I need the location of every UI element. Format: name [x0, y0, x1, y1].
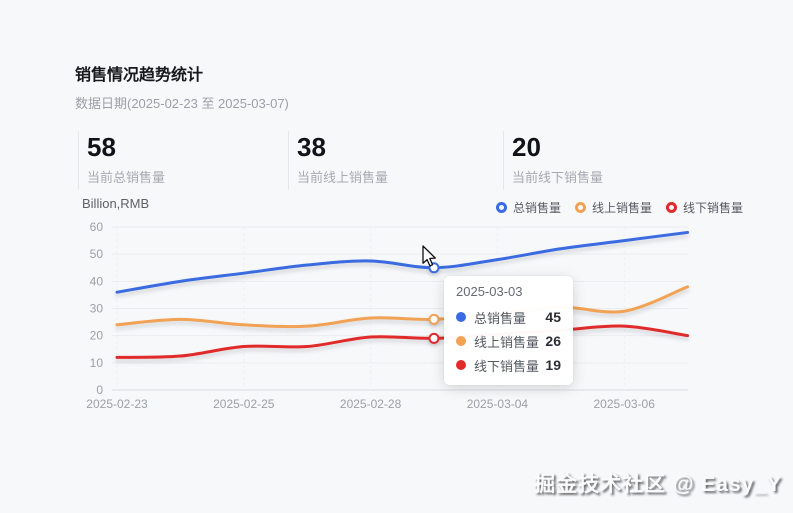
series-dot-icon-total [456, 312, 466, 322]
tooltip-value-total: 45 [545, 309, 561, 325]
svg-text:40: 40 [90, 274, 104, 288]
chart-tooltip: 2025-03-03 总销售量 45 线上销售量 26 线下销售量 19 [444, 276, 573, 385]
legend-ring-icon-online [575, 202, 587, 213]
stat-offline-sales-value: 20 [512, 132, 541, 162]
legend-label-total: 总销售量 [513, 201, 562, 215]
tooltip-row-offline: 线下销售量 19 [456, 353, 561, 377]
svg-text:30: 30 [90, 302, 104, 316]
stat-total-sales-value: 58 [87, 132, 116, 162]
legend-label-online: 线上销售量 [592, 201, 653, 215]
watermark-text: 掘金技术社区 @ Easy_Y [534, 473, 782, 496]
date-range-subtitle: 数据日期(2025-02-23 至 2025-03-07) [75, 96, 289, 111]
svg-text:10: 10 [90, 356, 104, 370]
stat-online-sales-label: 当前线上销售量 [297, 170, 389, 185]
svg-text:2025-03-04: 2025-03-04 [467, 397, 529, 411]
svg-text:2025-03-06: 2025-03-06 [594, 397, 656, 411]
series-dot-icon-online [456, 336, 466, 346]
svg-text:60: 60 [90, 220, 104, 234]
legend-item-offline[interactable]: 线下销售量 [666, 199, 743, 216]
svg-text:2025-02-28: 2025-02-28 [340, 397, 402, 411]
stat-offline-sales: 20 当前线下销售量 [503, 131, 712, 190]
svg-text:0: 0 [96, 383, 103, 397]
mouse-cursor-icon [422, 245, 436, 267]
legend-item-total[interactable]: 总销售量 [496, 199, 561, 216]
legend-ring-icon-offline [666, 202, 678, 213]
stat-total-sales-label: 当前总销售量 [87, 170, 166, 185]
svg-text:20: 20 [90, 329, 104, 343]
svg-text:2025-02-23: 2025-02-23 [86, 397, 148, 411]
stat-online-sales: 38 当前线上销售量 [288, 131, 503, 190]
tooltip-label-offline: 线下销售量 [474, 358, 540, 374]
chart-header: 销售情况趋势统计 数据日期(2025-02-23 至 2025-03-07) [75, 66, 289, 112]
svg-text:2025-02-25: 2025-02-25 [213, 397, 275, 411]
tooltip-row-total: 总销售量 45 [456, 305, 561, 329]
y-axis-unit-label: Billion,RMB [82, 196, 150, 211]
tooltip-label-online: 线上销售量 [474, 334, 540, 350]
chart-legend: 总销售量 线上销售量 线下销售量 [496, 199, 743, 216]
stat-total-sales: 58 当前总销售量 [78, 131, 288, 190]
tooltip-row-online: 线上销售量 26 [456, 329, 561, 353]
legend-item-online[interactable]: 线上销售量 [575, 199, 652, 216]
stats-row: 58 当前总销售量 38 当前线上销售量 20 当前线下销售量 [78, 131, 712, 190]
tooltip-value-online: 26 [545, 333, 561, 349]
svg-text:50: 50 [90, 247, 104, 261]
series-dot-icon-offline [456, 360, 466, 370]
stat-offline-sales-label: 当前线下销售量 [512, 170, 604, 185]
page-title: 销售情况趋势统计 [75, 67, 204, 84]
tooltip-date: 2025-03-03 [456, 284, 523, 299]
legend-ring-icon-total [496, 202, 507, 213]
tooltip-label-total: 总销售量 [474, 310, 527, 326]
legend-label-offline: 线下销售量 [683, 201, 744, 215]
stat-online-sales-value: 38 [297, 132, 326, 162]
trend-line-chart[interactable]: 0 10 20 30 40 50 60 2025-02-23 2025-02-25 2025-02… [75, 220, 715, 420]
tooltip-value-offline: 19 [545, 357, 561, 373]
